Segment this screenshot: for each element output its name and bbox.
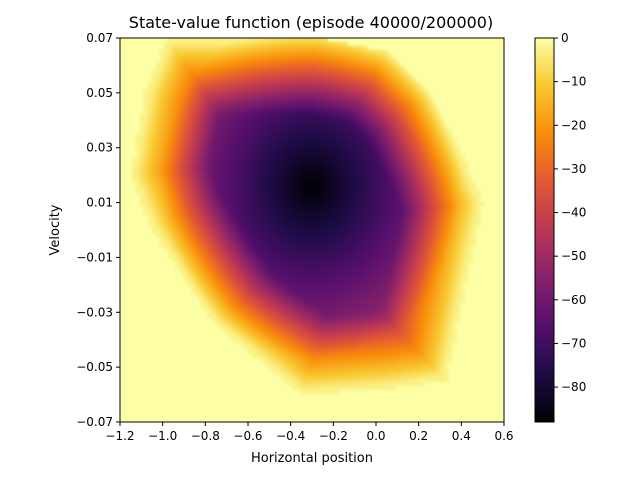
colorbar-tick-label: −30 <box>561 162 586 176</box>
x-tick-label: −0.4 <box>276 429 305 443</box>
colorbar-tick-label: −40 <box>561 206 586 220</box>
x-tick-label: −0.8 <box>191 429 220 443</box>
y-tick-label: 0.07 <box>86 31 113 45</box>
y-tick-label: 0.05 <box>86 86 113 100</box>
colorbar-frame <box>534 37 555 423</box>
plot-area <box>119 37 505 423</box>
colorbar-tick-label: −60 <box>561 293 586 307</box>
plot-frame <box>119 37 505 423</box>
colorbar-tick-label: 0 <box>561 31 569 45</box>
x-axis-label: Horizontal position <box>251 451 373 466</box>
x-tick-label: −1.0 <box>148 429 177 443</box>
colorbar-tick-label: −10 <box>561 75 586 89</box>
x-tick-label: 0.6 <box>494 429 513 443</box>
colorbar-ticks: 0 −10 −20 −30 −40 −50 −60 −70 −80 <box>554 31 586 394</box>
y-tick-label: 0.03 <box>86 141 113 155</box>
heatmap <box>120 38 504 422</box>
y-axis-label: Velocity <box>48 204 63 255</box>
y-tick-label: 0.01 <box>86 196 113 210</box>
y-axis: −0.07 −0.05 −0.03 −0.01 0.01 0.03 0.05 0.07 <box>76 31 120 429</box>
x-tick-label: 0.2 <box>409 429 428 443</box>
y-tick-label: −0.01 <box>76 250 113 264</box>
y-tick-label: −0.05 <box>76 360 113 374</box>
colorbar-gradient <box>535 38 554 422</box>
colorbar-tick-label: −20 <box>561 118 586 132</box>
x-axis: −1.2 −1.0 −0.8 −0.6 −0.4 −0.2 0.0 0.2 0.4 0.6 <box>105 422 514 443</box>
colorbar: 0 −10 −20 −30 −40 −50 −60 −70 −80 <box>534 31 586 423</box>
chart-title: State-value function (episode 40000/2000… <box>129 13 493 32</box>
x-tick-label: 0.4 <box>452 429 471 443</box>
x-tick-label: 0.0 <box>366 429 385 443</box>
colorbar-tick-label: −50 <box>561 249 586 263</box>
x-tick-label: −0.2 <box>319 429 348 443</box>
x-tick-label: −1.2 <box>105 429 134 443</box>
y-tick-label: −0.03 <box>76 305 113 319</box>
x-tick-label: −0.6 <box>233 429 262 443</box>
y-tick-label: −0.07 <box>76 415 113 429</box>
colorbar-tick-label: −70 <box>561 336 586 350</box>
colorbar-tick-label: −80 <box>561 380 586 394</box>
